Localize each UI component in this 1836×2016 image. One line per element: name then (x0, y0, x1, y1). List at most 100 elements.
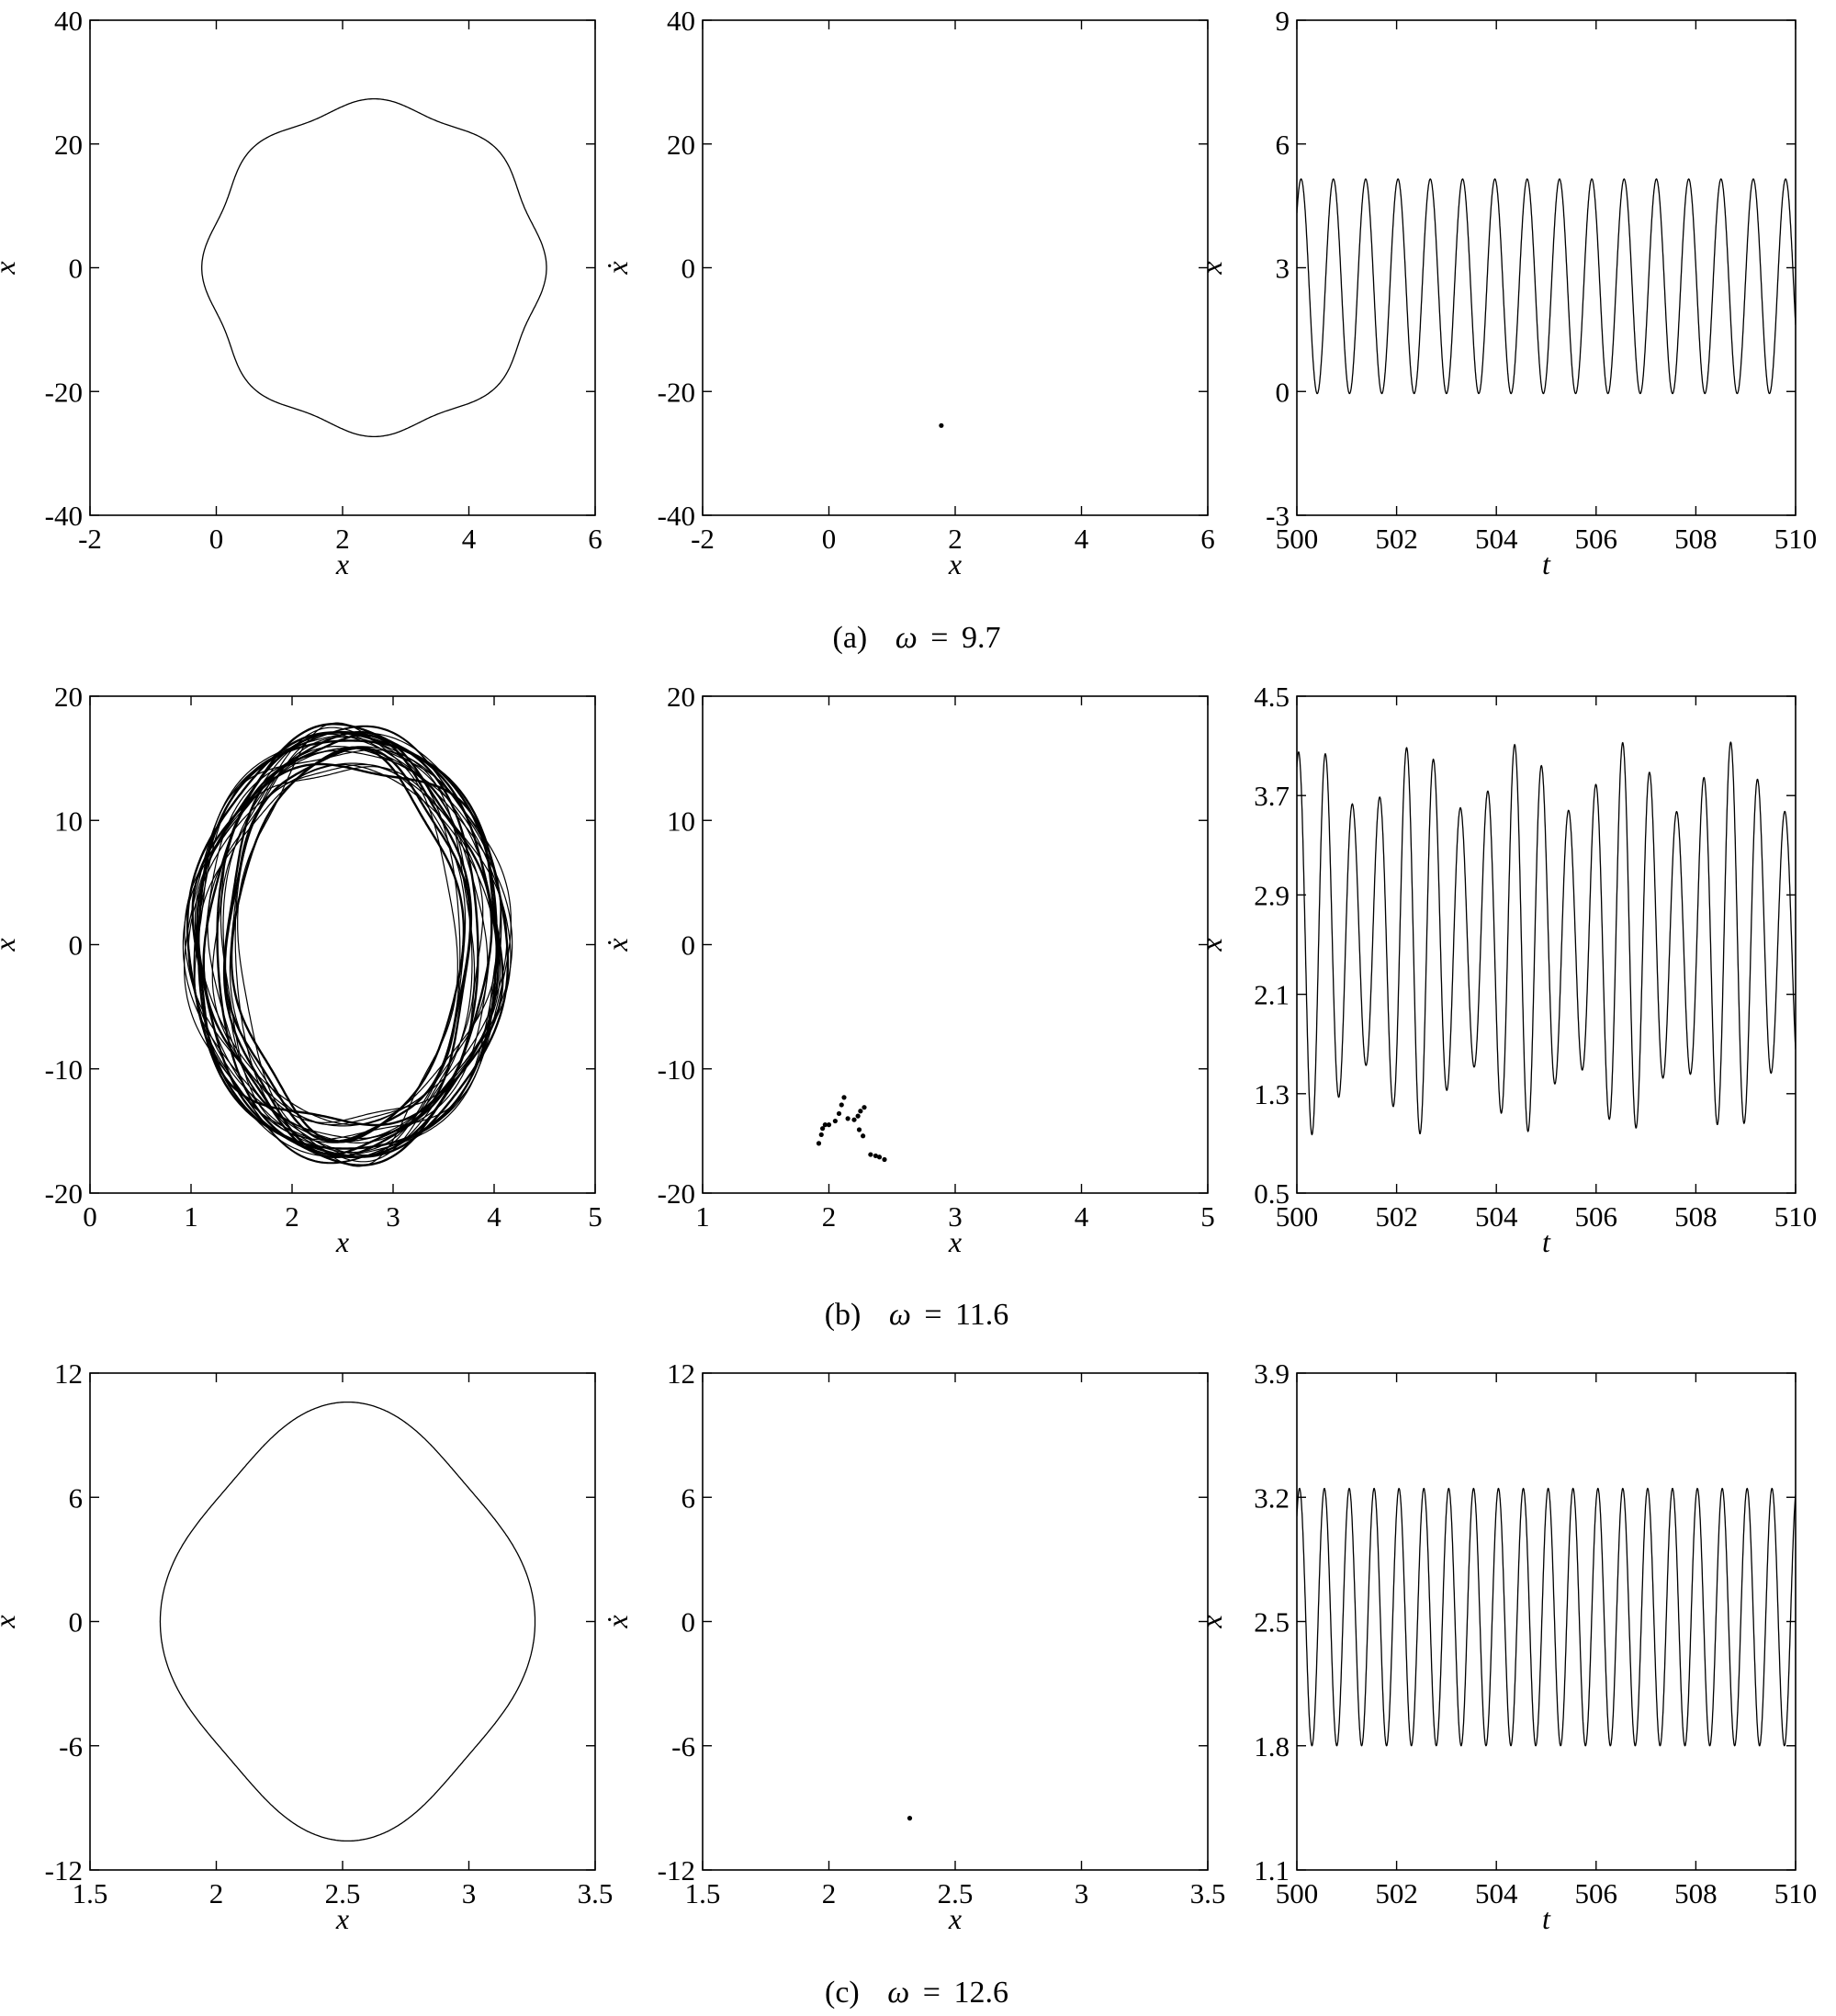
y-tick-label: -20 (658, 376, 695, 408)
x-tick-label: 504 (1475, 1877, 1518, 1909)
plot-frame (702, 19, 1209, 516)
poincare-point (876, 1154, 883, 1160)
poincare-point (845, 1116, 850, 1121)
caption-a: (a) ω = 9.7 (833, 621, 1001, 655)
caption-omega-symbol: ω (895, 621, 918, 655)
x-tick-label: 508 (1674, 523, 1718, 555)
plot-area (907, 1816, 913, 1821)
poincare-point (907, 1816, 913, 1821)
y-tick-label: -40 (45, 500, 83, 532)
y-tick-label: -12 (45, 1854, 83, 1886)
y-tick-label: 0 (681, 253, 696, 285)
x-tick-label: 504 (1475, 1200, 1518, 1233)
caption-letter: (b) (825, 1298, 862, 1332)
y-tick-label: 20 (54, 129, 83, 161)
x-tick-label: 4 (462, 523, 477, 555)
y-tick-label: 0.5 (1254, 1177, 1290, 1210)
x-tick-label: 1.5 (685, 1877, 721, 1909)
x-tick-label: 500 (1276, 1877, 1319, 1909)
poincare-point (836, 1110, 842, 1117)
y-tick-label: 0 (681, 1606, 696, 1639)
time-series-line (1297, 1487, 1796, 1747)
x-tick-label: 2 (285, 1200, 299, 1233)
caption-equals: = (923, 1976, 941, 2010)
y-tick-label: 3.7 (1254, 780, 1290, 812)
x-tick-label: 506 (1575, 1200, 1618, 1233)
x-axis-label: t (1542, 1225, 1551, 1258)
phase-trajectory-loop (193, 732, 502, 1157)
y-tick-label: 12 (54, 1357, 83, 1390)
x-tick-label: 3 (948, 1200, 963, 1233)
phase-trajectory-loop (202, 730, 493, 1159)
y-axis-label: x (1195, 1615, 1228, 1628)
x-tick-label: 506 (1575, 1877, 1618, 1909)
poincare-point (855, 1113, 861, 1119)
y-tick-label: -6 (59, 1730, 83, 1763)
phase-trajectory-loop (229, 763, 467, 1126)
poincare-point (882, 1156, 887, 1163)
phase-trajectory (159, 1401, 536, 1842)
y-tick-label: 1.3 (1254, 1078, 1290, 1110)
y-tick-label: -10 (45, 1053, 83, 1086)
poincare-point (861, 1133, 866, 1139)
phase-trajectory-loop (194, 733, 501, 1156)
x-tick-label: 2.5 (325, 1877, 361, 1909)
x-tick-label: 506 (1575, 523, 1618, 555)
y-tick-label: -20 (45, 1177, 83, 1210)
x-tick-label: 5 (588, 1200, 603, 1233)
x-axis-label: x (335, 1225, 349, 1258)
panel-b-poincare-map: 1 2 3 4 5 -20 -10 0 10 20 x ẋ (601, 681, 1215, 1258)
y-tick-label: 3.9 (1254, 1357, 1290, 1390)
y-tick-label: -10 (658, 1053, 695, 1086)
poincare-point (841, 1095, 847, 1100)
y-tick-label: 1.1 (1254, 1854, 1290, 1886)
y-tick-label: 6 (1276, 129, 1290, 161)
plot-area (182, 722, 513, 1167)
x-tick-label: 2 (209, 1877, 224, 1909)
y-tick-label: 40 (54, 5, 83, 37)
x-tick-label: 500 (1276, 1200, 1319, 1233)
x-tick-label: 4 (1075, 1200, 1089, 1233)
x-tick-label: 508 (1674, 1877, 1718, 1909)
y-tick-label: -12 (658, 1854, 695, 1886)
caption-omega-symbol: ω (887, 1976, 909, 2010)
poincare-point (868, 1152, 873, 1157)
poincare-point (822, 1122, 828, 1128)
y-tick-label: 10 (667, 805, 695, 837)
poincare-point (826, 1122, 832, 1128)
y-tick-label: 12 (667, 1357, 695, 1390)
plot-area (1297, 741, 1796, 1136)
x-tick-label: 2 (822, 1877, 837, 1909)
poincare-point (939, 422, 944, 428)
poincare-point (818, 1132, 824, 1138)
y-tick-label: 9 (1276, 5, 1290, 37)
y-tick-label: 2.5 (1254, 1606, 1290, 1639)
x-tick-label: -2 (691, 523, 715, 555)
phase-trajectory-loop (237, 722, 458, 1167)
plot-frame (702, 695, 1209, 1194)
x-tick-label: 2 (948, 523, 963, 555)
x-tick-label: 3 (1075, 1877, 1089, 1909)
x-tick-label: 3.5 (1190, 1877, 1226, 1909)
phase-trajectory-loop (234, 736, 461, 1154)
x-tick-label: 500 (1276, 523, 1319, 555)
x-tick-label: 508 (1674, 1200, 1718, 1233)
x-tick-label: 1 (184, 1200, 198, 1233)
caption-omega-value: 9.7 (962, 621, 1001, 655)
plot-frame (89, 19, 596, 516)
poincare-point (816, 1141, 822, 1146)
y-axis-label: ẋ (601, 261, 634, 276)
phase-trajectory-loop (223, 747, 472, 1143)
caption-omega-symbol: ω (889, 1298, 911, 1332)
x-axis-label: x (948, 1225, 962, 1258)
panel-a-time-history: 500 502 504 506 508 510 -3 0 3 6 9 t x (1195, 5, 1817, 580)
panel-b-phase-portrait: 0 1 2 3 4 5 -20 -10 0 10 20 x ẋ (0, 681, 603, 1258)
y-tick-label: 6 (69, 1481, 84, 1514)
y-tick-label: 0 (1276, 376, 1290, 408)
y-tick-label: 3.2 (1254, 1481, 1290, 1514)
x-tick-label: 3 (462, 1877, 477, 1909)
poincare-point (820, 1126, 826, 1132)
x-tick-label: 510 (1774, 1200, 1818, 1233)
